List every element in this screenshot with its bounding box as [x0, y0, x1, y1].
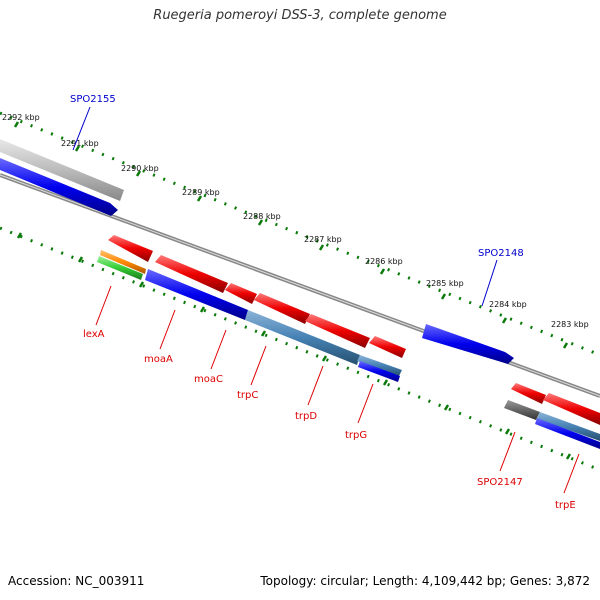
- dark-feature: [504, 400, 540, 420]
- scale-label: 2289 kbp: [182, 188, 220, 197]
- cds-forward: [145, 269, 248, 320]
- accession-text: Accession: NC_003911: [8, 574, 145, 588]
- cds-reverse: [225, 283, 257, 304]
- gene-label-group: trpC: [237, 345, 267, 401]
- cds-reverse: [543, 393, 600, 425]
- scale-ticks-upper: [13, 121, 569, 349]
- map-title: Ruegeria pomeroyi DSS-3, complete genome: [153, 8, 447, 23]
- cds-forward: [358, 361, 400, 382]
- scale-label: 2286 kbp: [365, 257, 403, 266]
- cds-reverse: [369, 336, 406, 358]
- gene-label-group: SPO2155: [70, 94, 116, 151]
- grey-feature: [0, 139, 124, 201]
- cds-reverse: [155, 255, 228, 293]
- gene-label-group: trpE: [555, 453, 580, 511]
- gene-label: SPO2155: [70, 94, 116, 105]
- scale-labels: 2292 kbp 2291 kbp 2290 kbp 2289 kbp 2288…: [2, 113, 589, 329]
- genome-backbone: [0, 173, 600, 398]
- gene-label-group: moaA: [144, 309, 176, 365]
- gene-label-group: SPO2147: [477, 431, 523, 488]
- cds-forward: [0, 158, 118, 216]
- scale-line-upper: [0, 111, 600, 357]
- gene-label-group: trpD: [295, 365, 324, 422]
- scale-label: 2287 kbp: [304, 235, 342, 244]
- cds-steel: [357, 355, 402, 376]
- gene-label: SPO2148: [478, 248, 524, 259]
- gene-label: lexA: [83, 329, 105, 340]
- gene-label: trpG: [345, 430, 367, 441]
- cds-reverse: [254, 293, 310, 324]
- scale-line-lower: [0, 226, 600, 472]
- gene-label: moaC: [194, 374, 223, 385]
- gene-label-group: lexA: [83, 285, 112, 340]
- scale-ticks-lower: [16, 232, 572, 460]
- cds-reverse: [305, 314, 370, 348]
- gene-label: trpD: [295, 411, 317, 422]
- cds-steel: [245, 310, 360, 365]
- orange-feature: [100, 250, 146, 274]
- cds-forward: [422, 324, 514, 364]
- gene-label: SPO2147: [477, 477, 523, 488]
- scale-label: 2284 kbp: [489, 300, 527, 309]
- green-feature: [97, 256, 143, 280]
- cds-steel: [537, 412, 600, 441]
- cds-reverse: [108, 235, 153, 262]
- cds-forward: [535, 418, 600, 449]
- scale-label: 2292 kbp: [2, 113, 40, 122]
- gene-label-group: moaC: [194, 329, 227, 385]
- scale-label: 2283 kbp: [551, 320, 589, 329]
- scale-label: 2288 kbp: [243, 212, 281, 221]
- gene-label: moaA: [144, 354, 173, 365]
- gene-label-group: SPO2148: [478, 248, 524, 307]
- scale-label: 2285 kbp: [426, 279, 464, 288]
- gene-label: trpE: [555, 500, 576, 511]
- gene-label: trpC: [237, 390, 258, 401]
- gene-label-group: trpG: [345, 383, 374, 441]
- cds-reverse: [511, 383, 546, 404]
- topology-text: Topology: circular; Length: 4,109,442 bp…: [260, 574, 590, 588]
- scale-label: 2290 kbp: [121, 164, 159, 173]
- scale-label: 2291 kbp: [61, 139, 99, 148]
